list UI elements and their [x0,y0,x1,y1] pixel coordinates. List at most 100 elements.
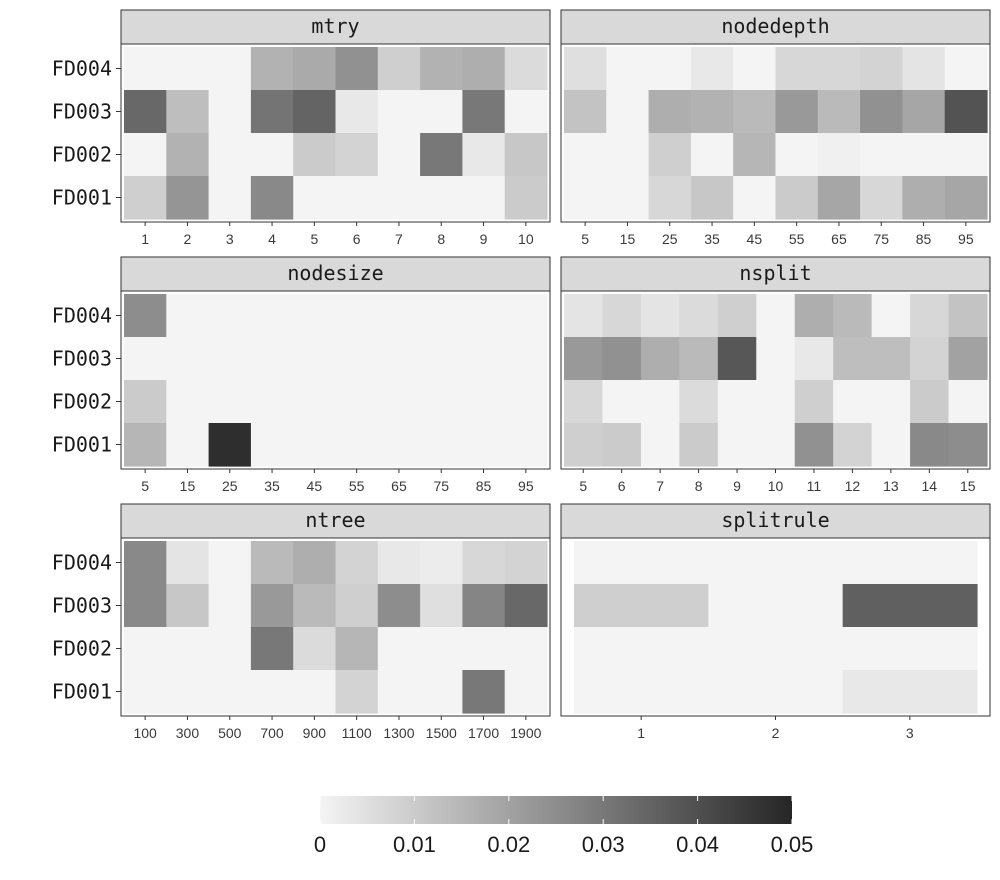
heatmap-cell-ntree-FD003-1500 [420,584,463,628]
heatmap-cell-nodesize-FD003-5 [124,337,167,381]
x-tick-label-mtry-9: 9 [480,231,488,247]
heatmap-cell-splitrule-FD002-1 [574,627,709,671]
heatmap-cell-nsplit-FD004-13 [871,294,911,338]
x-tick-label-splitrule-3: 3 [906,725,914,741]
facet-panel-ntree: ntree FD004 FD003 FD002 FD001 100 300 500 700 900… [52,503,551,741]
heatmap-cell-nsplit-FD004-6 [602,294,642,338]
heatmap-cell-splitrule-FD004-3 [842,541,978,585]
heatmap-cell-nodesize-FD002-35 [250,380,294,424]
heatmap-cell-nodedepth-FD004-95 [944,47,988,91]
heatmap-cell-nsplit-FD001-13 [871,423,911,467]
heatmap-cell-nsplit-FD004-15 [948,294,988,338]
x-tick-label-nodedepth-65: 65 [831,231,847,247]
heatmap-cell-nodesize-FD001-15 [166,423,210,467]
heatmap-cell-ntree-FD001-700 [250,670,294,714]
heatmap-cell-nodedepth-FD001-55 [775,176,819,220]
heatmap-cell-nodedepth-FD002-75 [860,133,903,177]
heatmap-cell-mtry-FD004-6 [335,47,379,91]
x-tick-label-ntree-1300: 1300 [383,725,414,741]
heatmap-cell-mtry-FD003-10 [504,90,548,134]
heatmap-cell-ntree-FD003-900 [293,584,337,628]
heatmap-cell-nodesize-FD003-85 [462,337,506,381]
heatmap-cell-ntree-FD003-1300 [377,584,421,628]
legend-tick-label-4: 0.04 [676,832,719,857]
heatmap-cell-nodedepth-FD001-95 [944,176,988,220]
x-tick-label-mtry-4: 4 [268,231,276,247]
facet-panel-nsplit: nsplit 5 6 7 8 9 10 11 12 13 14 15 [560,256,991,494]
heatmap-cell-nodesize-FD003-15 [166,337,210,381]
heatmap-cell-ntree-FD004-100 [124,541,167,585]
x-tick-label-nsplit-9: 9 [733,478,741,494]
heatmap-cell-nodedepth-FD004-15 [606,47,650,91]
heatmap-cell-ntree-FD004-300 [166,541,210,585]
y-tick-label-FD004: FD004 [52,304,112,328]
heatmap-cell-ntree-FD001-900 [293,670,337,714]
heatmap-cell-nsplit-FD001-14 [910,423,950,467]
heatmap-cell-nsplit-FD001-12 [833,423,873,467]
heatmap-cell-mtry-FD002-5 [293,133,337,177]
facet-strip-splitrule [560,503,991,539]
heatmap-cell-mtry-FD003-9 [462,90,506,134]
heatmap-cell-nodedepth-FD004-65 [817,47,861,91]
heatmap-cell-ntree-FD002-1900 [504,627,548,671]
x-tick-label-mtry-2: 2 [184,231,192,247]
heatmap-cell-ntree-FD004-1500 [420,541,463,585]
facet-panel-nodesize: nodesize FD004 FD003 FD002 FD001 5 15 25 35 45 55 6… [52,256,551,494]
heatmap-cell-ntree-FD003-1700 [462,584,506,628]
heatmap-cell-nodedepth-FD004-75 [860,47,903,91]
x-tick-label-nodesize-75: 75 [433,478,449,494]
heatmap-cell-nsplit-FD002-14 [910,380,950,424]
x-tick-label-nodesize-5: 5 [141,478,149,494]
facet-title-nodedepth: nodedepth [721,14,829,38]
heatmap-cell-nsplit-FD002-15 [948,380,988,424]
heatmap-cell-mtry-FD002-7 [377,133,421,177]
heatmap-cell-mtry-FD003-1 [124,90,167,134]
heatmap-cell-nsplit-FD002-9 [717,380,757,424]
heatmap-cell-nsplit-FD001-15 [948,423,988,467]
heatmap-cell-nodedepth-FD001-25 [648,176,692,220]
facet-panel-nodedepth: nodedepth 5 15 25 35 45 55 65 75 85 95 [560,9,991,247]
heatmap-cell-mtry-FD003-6 [335,90,379,134]
heatmap-cell-ntree-FD002-900 [293,627,337,671]
heatmap-cell-nodesize-FD001-25 [208,423,252,467]
heatmap-cell-ntree-FD004-1900 [504,541,548,585]
heatmap-cell-nodedepth-FD003-65 [817,90,861,134]
heatmap-cell-nsplit-FD004-7 [640,294,680,338]
heatmap-cell-nodesize-FD002-15 [166,380,210,424]
heatmap-cell-nodedepth-FD003-15 [606,90,650,134]
heatmap-cell-mtry-FD004-2 [166,47,210,91]
heatmap-cell-ntree-FD001-300 [166,670,210,714]
facet-panel-splitrule: splitrule 1 2 3 [560,503,991,741]
heatmap-cell-nodedepth-FD003-85 [902,90,946,134]
heatmap-cell-nodesize-FD004-35 [250,294,294,338]
heatmap-cell-ntree-FD004-1300 [377,541,421,585]
heatmap-cell-nodesize-FD002-25 [208,380,252,424]
heatmap-cell-nodesize-FD004-5 [124,294,167,338]
heatmap-cell-nodedepth-FD002-15 [606,133,650,177]
heatmap-cell-splitrule-FD001-3 [842,670,978,714]
x-tick-label-nodesize-15: 15 [180,478,196,494]
heatmap-cell-ntree-FD002-500 [208,627,252,671]
heatmap-cell-nodesize-FD002-45 [293,380,337,424]
heatmap-cell-splitrule-FD003-1 [574,584,709,628]
heatmap-cell-nsplit-FD003-10 [756,337,796,381]
heatmap-cell-mtry-FD001-5 [293,176,337,220]
heatmap-cell-ntree-FD002-1700 [462,627,506,671]
heatmap-cell-mtry-FD002-10 [504,133,548,177]
heatmap-cell-nodedepth-FD001-85 [902,176,946,220]
heatmap-cell-nodedepth-FD002-95 [944,133,988,177]
x-tick-label-nodedepth-35: 35 [704,231,720,247]
x-tick-label-mtry-5: 5 [310,231,318,247]
heatmap-cell-nsplit-FD001-10 [756,423,796,467]
x-tick-label-ntree-1100: 1100 [342,725,372,741]
heatmap-cell-nodesize-FD001-55 [335,423,379,467]
panel-border [120,290,551,470]
heatmap-cell-mtry-FD001-9 [462,176,506,220]
x-tick-label-nodesize-95: 95 [518,478,534,494]
heatmap-cell-nsplit-FD002-6 [602,380,642,424]
heatmap-cell-nodesize-FD002-5 [124,380,167,424]
heatmap-cell-mtry-FD002-8 [420,133,463,177]
heatmap-cell-mtry-FD003-4 [250,90,294,134]
heatmap-cell-nsplit-FD004-14 [910,294,950,338]
